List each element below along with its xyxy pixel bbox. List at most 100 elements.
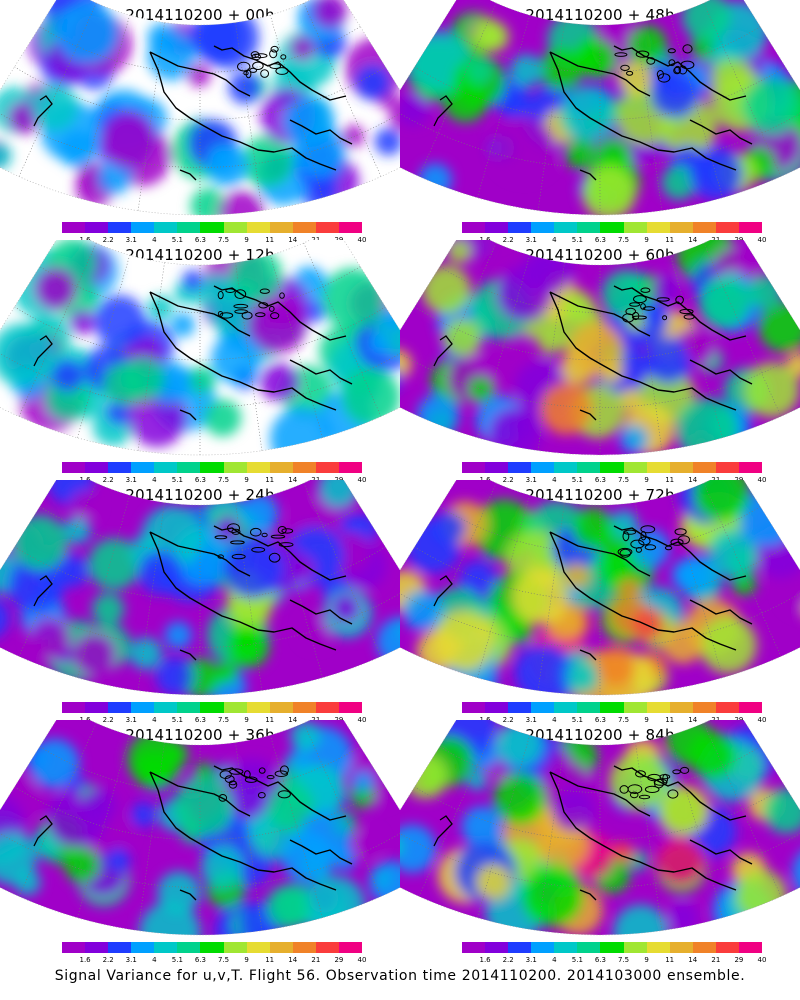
colorbar-tick-label: 14: [288, 476, 298, 484]
panel-title: 2014110200 + 36h: [125, 726, 275, 744]
colorbar-tick-label: 4: [552, 236, 557, 244]
colorbar-segment: [646, 462, 670, 473]
colorbar-tick-label: 11: [665, 716, 675, 724]
colorbar-tick-label: 11: [665, 476, 675, 484]
map-panel: 2014110200 + 24h1.62.23.145.16.37.591114…: [0, 480, 400, 724]
colorbar-tick-label: 5.1: [571, 956, 583, 964]
colorbar-tick-label: 40: [757, 716, 767, 724]
colorbar-segment: [154, 942, 178, 953]
colorbar-tick-label: 14: [688, 236, 698, 244]
colorbar-tick-label: 4: [552, 956, 557, 964]
colorbar-tick-label: 40: [357, 716, 367, 724]
colorbar-segment: [246, 462, 270, 473]
colorbar-tick-label: 2.2: [102, 956, 114, 964]
colorbar-tick-label: 6.3: [594, 956, 607, 964]
colorbar-segment: [462, 222, 486, 233]
colorbar-tick-label: 3.1: [525, 236, 537, 244]
colorbar-tick-label: 14: [288, 236, 298, 244]
variance-map: [400, 720, 800, 936]
colorbar-tick-label: 9: [644, 716, 649, 724]
colorbar-tick-label: 40: [357, 956, 367, 964]
colorbar-tick-label: 9: [244, 956, 249, 964]
colorbar-segment: [292, 462, 316, 473]
colorbar-tick-label: 5.1: [571, 716, 583, 724]
colorbar-tick-label: 40: [757, 476, 767, 484]
colorbar-segment: [292, 702, 316, 713]
colorbar-segment: [531, 222, 555, 233]
colorbar-segment: [669, 942, 693, 953]
panel-title: 2014110200 + 60h: [525, 246, 675, 264]
colorbar-segment: [531, 942, 555, 953]
colorbar-segment: [246, 222, 270, 233]
colorbar-segment: [692, 462, 716, 473]
colorbar-tick-label: 14: [688, 716, 698, 724]
panel-title: 2014110200 + 72h: [525, 486, 675, 504]
colorbar-tick-label: 9: [644, 236, 649, 244]
colorbar-segment: [85, 702, 109, 713]
colorbar-segment: [554, 702, 578, 713]
colorbar-tick-label: 2.2: [502, 236, 514, 244]
colorbar-tick-label: 2.2: [502, 476, 514, 484]
colorbar-tick-label: 3.1: [525, 956, 537, 964]
colorbar-segment: [554, 222, 578, 233]
colorbar-segment: [154, 222, 178, 233]
colorbar-segment: [108, 942, 132, 953]
colorbar-segment: [485, 222, 509, 233]
variance-map: [400, 0, 800, 216]
colorbar-tick-label: 11: [265, 236, 275, 244]
colorbar-tick-label: 4: [152, 236, 157, 244]
colorbar-tick-label: 3.1: [125, 236, 137, 244]
coastline: [549, 765, 753, 901]
map-panel: 2014110200 + 84h 1.6 2.2 3.1 4 5.1 6.3 7.5 9 11 14…: [400, 720, 800, 964]
colorbar-tick-label: 4: [552, 476, 557, 484]
colorbar-tick-label: 6.3: [594, 476, 607, 484]
colorbar-segment: [508, 942, 532, 953]
colorbar-segment: [600, 222, 624, 233]
colorbar-segment: [62, 462, 86, 473]
colorbar-tick-label: 1.6: [79, 956, 91, 964]
colorbar-segment: [554, 462, 578, 473]
colorbar-segment: [577, 222, 601, 233]
colorbar-segment: [738, 222, 763, 233]
colorbar-tick-label: 5.1: [171, 716, 183, 724]
colorbar-segment: [154, 462, 178, 473]
colorbar-segment: [692, 702, 716, 713]
colorbar-segment: [577, 462, 601, 473]
colorbar-segment: [223, 462, 247, 473]
coastline: [549, 285, 753, 421]
variance-map: [400, 240, 800, 456]
colorbar-segment: [200, 702, 224, 713]
colorbar-segment: [85, 942, 109, 953]
colorbar-tick-label: 5.1: [171, 476, 183, 484]
colorbar-tick-label: 3.1: [125, 716, 137, 724]
colorbar-tick-label: 9: [644, 476, 649, 484]
colorbar: [462, 702, 763, 713]
colorbar-segment: [246, 942, 270, 953]
colorbar-segment: [315, 462, 339, 473]
colorbar-segment: [85, 222, 109, 233]
colorbar-tick-label: 11: [265, 476, 275, 484]
coastline: [549, 45, 753, 181]
colorbar-segment: [131, 942, 155, 953]
colorbar-tick-label: 29: [734, 956, 744, 964]
variance-map: [400, 480, 800, 696]
colorbar-segment: [131, 702, 155, 713]
colorbar-tick-label: 6.3: [194, 956, 207, 964]
colorbar-segment: [531, 702, 555, 713]
colorbar-tick-label: 5.1: [171, 236, 183, 244]
colorbar-tick-label: 40: [757, 236, 767, 244]
colorbar-segment: [623, 222, 647, 233]
colorbar-segment: [315, 702, 339, 713]
colorbar-segment: [646, 222, 670, 233]
colorbar-segment: [200, 462, 224, 473]
colorbar-segment: [177, 942, 201, 953]
colorbar-tick-label: 6.3: [194, 716, 207, 724]
colorbar-segment: [623, 702, 647, 713]
colorbar-tick-label: 9: [244, 476, 249, 484]
colorbar-segment: [62, 222, 86, 233]
colorbar-segment: [292, 942, 316, 953]
colorbar: [62, 702, 363, 713]
colorbar-tick-label: 40: [357, 476, 367, 484]
colorbar-segment: [269, 222, 293, 233]
colorbar-segment: [485, 702, 509, 713]
